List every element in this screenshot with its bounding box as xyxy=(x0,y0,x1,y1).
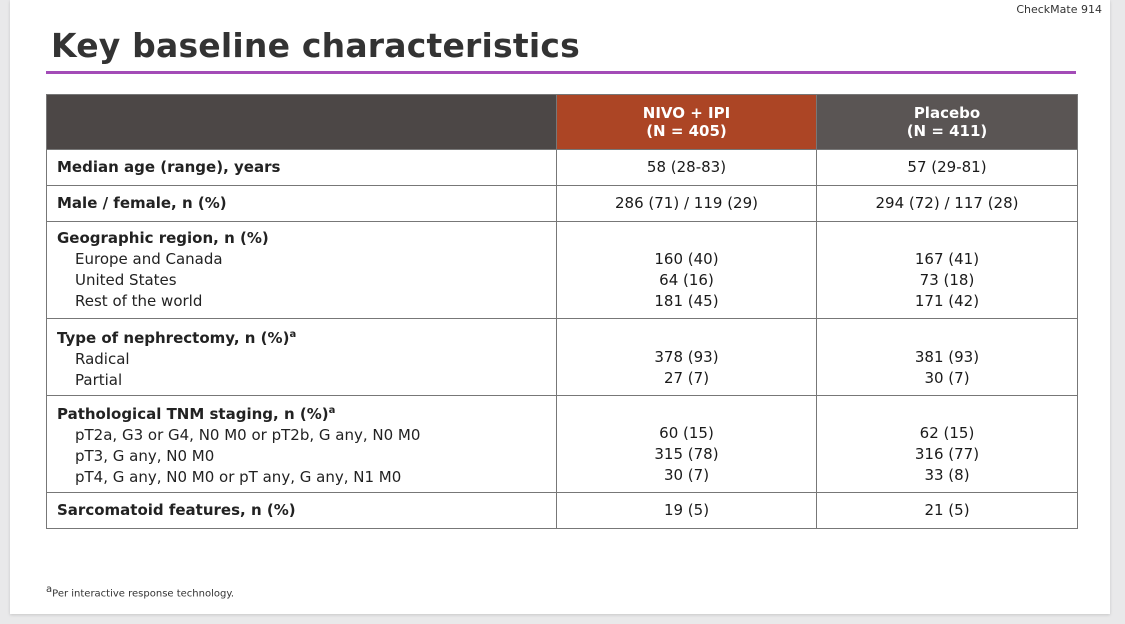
baseline-table: NIVO + IPI (N = 405) Placebo (N = 411) M… xyxy=(46,94,1078,529)
row-label-group: Type of nephrectomy, n (%)a Radical Part… xyxy=(46,318,557,396)
nivo-value: 58 (28-83) xyxy=(556,149,817,186)
row-label-group: Geographic region, n (%) Europe and Cana… xyxy=(46,221,557,319)
sub-label: Rest of the world xyxy=(75,292,203,310)
nivo-value: 315 (78) xyxy=(654,445,719,463)
study-tag: CheckMate 914 xyxy=(1016,3,1102,16)
placebo-value: 73 (18) xyxy=(919,271,975,289)
header-placebo-name: Placebo xyxy=(913,104,981,122)
nivo-value: 286 (71) / 119 (29) xyxy=(556,185,817,222)
header-nivo-n: (N = 405) xyxy=(646,122,727,140)
header-nivo-name: NIVO + IPI xyxy=(642,104,731,122)
placebo-value: 57 (29-81) xyxy=(816,149,1078,186)
row-label-group: Pathological TNM staging, n (%)a pT2a, G… xyxy=(46,395,557,493)
nivo-value: 181 (45) xyxy=(654,292,719,310)
row-label: Pathological TNM staging, n (%)a xyxy=(57,405,336,423)
placebo-value: 21 (5) xyxy=(816,492,1078,529)
nivo-value: 64 (16) xyxy=(659,271,714,289)
placebo-value: 316 (77) xyxy=(914,445,980,463)
placebo-value: 381 (93) xyxy=(914,347,980,366)
row-label: Median age (range), years xyxy=(46,149,557,186)
table-row-tnm-staging: Pathological TNM staging, n (%)a pT2a, G… xyxy=(46,395,1078,493)
header-placebo-n: (N = 411) xyxy=(906,122,988,140)
nivo-values: 160 (40) 64 (16) 181 (45) xyxy=(556,221,817,319)
nivo-value: 160 (40) xyxy=(654,250,719,268)
nivo-value: 60 (15) xyxy=(659,424,714,442)
header-nivo-ipi: NIVO + IPI (N = 405) xyxy=(556,94,817,150)
footnote-marker: a xyxy=(289,328,297,340)
table-row-median-age: Median age (range), years 58 (28-83) 57 … xyxy=(46,149,1078,186)
row-label: Male / female, n (%) xyxy=(46,185,557,222)
footnote-marker: a xyxy=(328,405,336,416)
nivo-values: 378 (93) 27 (7) xyxy=(556,318,817,396)
table-row-nephrectomy-type: Type of nephrectomy, n (%)a Radical Part… xyxy=(46,318,1078,396)
sub-label: United States xyxy=(75,271,177,289)
header-placebo: Placebo (N = 411) xyxy=(816,94,1078,150)
row-label: Sarcomatoid features, n (%) xyxy=(46,492,557,529)
table-row-sex: Male / female, n (%) 286 (71) / 119 (29)… xyxy=(46,185,1078,222)
nivo-values: 60 (15) 315 (78) 30 (7) xyxy=(556,395,817,493)
nivo-value: 19 (5) xyxy=(556,492,817,529)
sub-label: pT3, G any, N0 M0 xyxy=(75,447,215,465)
placebo-value: 62 (15) xyxy=(919,424,975,442)
placebo-value: 30 (7) xyxy=(924,368,970,387)
table-header-row: NIVO + IPI (N = 405) Placebo (N = 411) xyxy=(46,94,1078,150)
placebo-value: 294 (72) / 117 (28) xyxy=(816,185,1078,222)
table-row-sarcomatoid: Sarcomatoid features, n (%) 19 (5) 21 (5… xyxy=(46,492,1078,529)
placebo-value: 33 (8) xyxy=(924,466,970,484)
nivo-value: 378 (93) xyxy=(654,347,719,366)
row-label: Geographic region, n (%) xyxy=(57,229,269,247)
placebo-values: 381 (93) 30 (7) xyxy=(816,318,1078,396)
sub-label: Radical xyxy=(75,349,130,368)
sub-label: Partial xyxy=(75,370,123,389)
row-label: Type of nephrectomy, n (%)a xyxy=(57,328,297,347)
placebo-value: 167 (41) xyxy=(914,250,980,268)
nivo-value: 27 (7) xyxy=(663,368,710,387)
footnote-text: Per interactive response technology. xyxy=(52,588,235,600)
header-blank-cell xyxy=(46,94,557,150)
placebo-values: 167 (41) 73 (18) 171 (42) xyxy=(816,221,1078,319)
sub-label: pT4, G any, N0 M0 or pT any, G any, N1 M… xyxy=(75,468,402,486)
sub-label: Europe and Canada xyxy=(75,250,223,268)
footnote-marker: a xyxy=(46,584,53,595)
nivo-value: 30 (7) xyxy=(663,466,710,484)
table-row-geographic-region: Geographic region, n (%) Europe and Cana… xyxy=(46,221,1078,319)
title-rule xyxy=(46,71,1076,74)
placebo-values: 62 (15) 316 (77) 33 (8) xyxy=(816,395,1078,493)
page-title: Key baseline characteristics xyxy=(51,26,580,65)
sub-label: pT2a, G3 or G4, N0 M0 or pT2b, G any, N0… xyxy=(75,426,421,444)
placebo-value: 171 (42) xyxy=(914,292,980,310)
slide: CheckMate 914 Key baseline characteristi… xyxy=(10,0,1110,614)
footnote: aPer interactive response technology. xyxy=(46,584,234,599)
